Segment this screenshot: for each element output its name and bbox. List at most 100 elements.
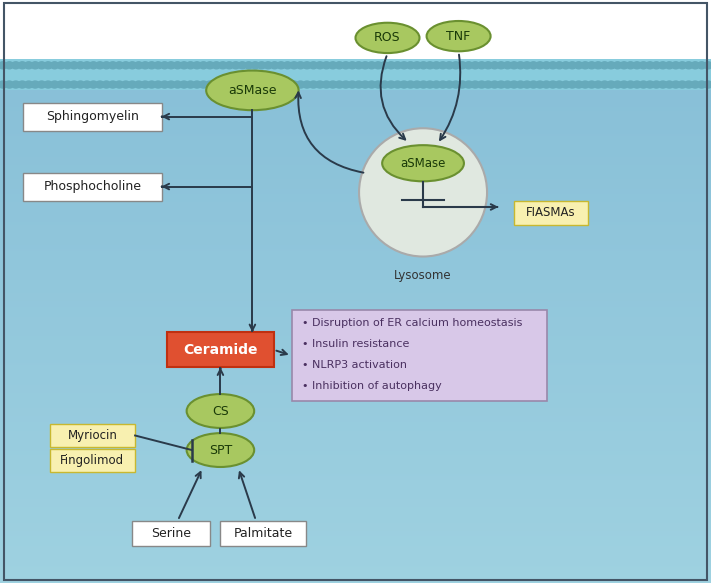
Bar	[0, 536, 711, 538]
Bar	[0, 208, 711, 210]
Circle shape	[24, 81, 33, 88]
Circle shape	[368, 62, 376, 69]
Text: Serine: Serine	[151, 527, 191, 540]
Bar	[0, 245, 711, 247]
Circle shape	[451, 81, 460, 88]
Circle shape	[620, 81, 629, 88]
Circle shape	[193, 62, 201, 69]
Circle shape	[322, 62, 331, 69]
Bar	[0, 375, 711, 377]
Circle shape	[665, 62, 673, 69]
Bar	[0, 70, 711, 72]
Bar	[0, 581, 711, 583]
Bar	[0, 526, 711, 529]
Circle shape	[96, 81, 105, 88]
Circle shape	[464, 62, 473, 69]
Bar	[0, 468, 711, 470]
Bar	[0, 439, 711, 441]
Bar	[0, 529, 711, 531]
Bar	[0, 484, 711, 486]
Circle shape	[400, 62, 408, 69]
Circle shape	[523, 62, 531, 69]
Bar	[0, 266, 711, 268]
Bar	[0, 187, 711, 188]
Bar	[0, 60, 711, 62]
Circle shape	[63, 81, 72, 88]
Bar	[0, 223, 711, 226]
Ellipse shape	[186, 433, 255, 467]
Bar	[0, 115, 711, 117]
Bar	[0, 31, 711, 33]
Circle shape	[523, 81, 531, 88]
Bar	[0, 488, 711, 490]
Circle shape	[102, 62, 111, 69]
Circle shape	[626, 62, 635, 69]
Bar	[0, 179, 711, 181]
Circle shape	[76, 62, 85, 69]
Circle shape	[361, 81, 370, 88]
Bar	[0, 175, 711, 177]
Bar	[0, 490, 711, 491]
Bar	[0, 301, 711, 303]
Circle shape	[122, 62, 130, 69]
Bar	[0, 546, 711, 548]
Bar	[0, 188, 711, 191]
Bar	[0, 282, 711, 284]
Bar	[0, 540, 711, 542]
Bar	[0, 401, 711, 402]
Circle shape	[102, 81, 111, 88]
Bar	[0, 262, 711, 264]
Bar	[0, 515, 711, 517]
Bar	[0, 132, 711, 134]
Bar	[0, 41, 711, 43]
Circle shape	[328, 62, 337, 69]
Bar	[0, 68, 711, 70]
Bar	[0, 303, 711, 305]
Circle shape	[264, 62, 272, 69]
Circle shape	[335, 81, 343, 88]
Circle shape	[82, 81, 91, 88]
Circle shape	[199, 62, 208, 69]
Circle shape	[614, 62, 622, 69]
Bar	[0, 121, 711, 122]
Bar	[0, 35, 711, 37]
Bar	[0, 276, 711, 278]
Bar	[0, 371, 711, 373]
Text: TNF: TNF	[447, 30, 471, 43]
Circle shape	[671, 81, 680, 88]
Bar	[0, 45, 711, 47]
Bar	[0, 392, 711, 395]
Circle shape	[529, 81, 538, 88]
Bar	[0, 163, 711, 165]
Bar	[0, 542, 711, 544]
Circle shape	[245, 62, 253, 69]
Bar	[0, 461, 711, 462]
Bar	[0, 78, 711, 80]
Circle shape	[549, 81, 557, 88]
Circle shape	[5, 81, 14, 88]
Circle shape	[38, 62, 46, 69]
Bar	[0, 570, 711, 571]
Bar	[0, 17, 711, 19]
Bar	[0, 144, 711, 146]
Bar	[0, 59, 711, 90]
Bar	[0, 451, 711, 453]
Bar	[0, 523, 711, 525]
Bar	[0, 577, 711, 579]
Circle shape	[581, 81, 589, 88]
Circle shape	[574, 62, 583, 69]
Bar	[0, 103, 711, 105]
Circle shape	[128, 62, 137, 69]
FancyBboxPatch shape	[50, 449, 135, 472]
Bar	[0, 23, 711, 25]
Circle shape	[458, 62, 466, 69]
Circle shape	[439, 62, 447, 69]
Bar	[0, 93, 711, 95]
Circle shape	[652, 81, 661, 88]
Bar	[0, 16, 711, 17]
Circle shape	[115, 62, 124, 69]
Bar	[0, 72, 711, 74]
Bar	[0, 292, 711, 293]
Bar	[0, 525, 711, 526]
Circle shape	[154, 62, 162, 69]
